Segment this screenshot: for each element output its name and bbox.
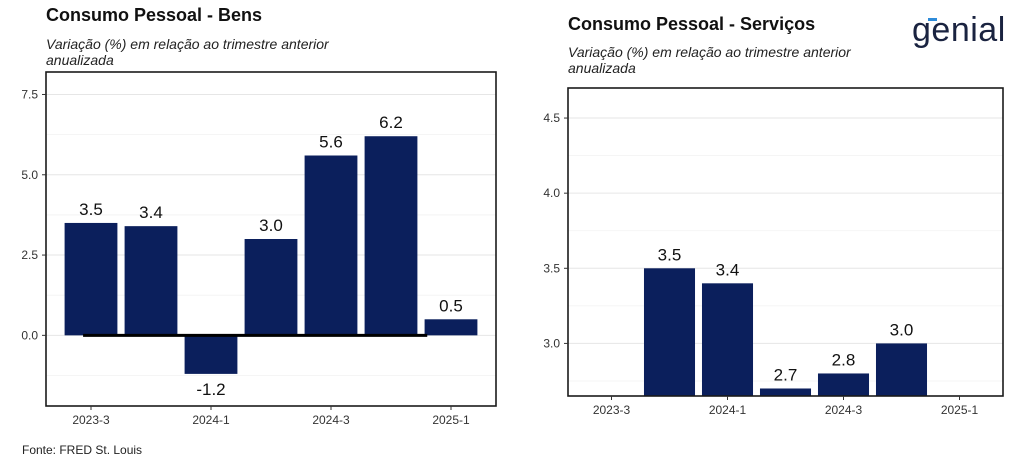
bens-x-tick-label: 2025-1 [432,413,470,427]
bens-y-tick-label: 5.0 [21,168,38,182]
bens-bar [124,226,178,336]
bens-bar-value-label: 0.5 [439,296,463,315]
servicos-bar [875,343,928,396]
servicos-x-tick-label: 2025-1 [941,403,979,417]
bens-bar [304,155,358,336]
servicos-bar-value-label: 3.5 [658,245,682,264]
servicos-x-tick-label: 2024-3 [825,403,863,417]
bens-bar-value-label: 3.4 [139,203,163,222]
servicos-bar-value-label: 2.8 [832,350,856,369]
servicos-x-tick-label: 2023-3 [593,403,631,417]
servicos-bar [817,373,870,396]
genial-logo: genial [912,11,1006,50]
chart-subtitle-servicos: Variação (%) em relação ao trimestre ant… [568,44,851,76]
bens-bar-value-label: 6.2 [379,113,403,132]
servicos-bar [759,388,812,396]
bens-x-tick-label: 2023-3 [72,413,110,427]
bens-bar [184,335,238,374]
source-note: Fonte: FRED St. Louis [22,443,143,457]
bens-y-tick-label: 7.5 [21,87,38,101]
servicos-y-tick-label: 4.5 [543,111,560,125]
servicos-bar-value-label: 2.7 [774,365,798,384]
servicos-bar-value-label: 3.4 [716,260,740,279]
bens-y-tick-label: 2.5 [21,248,38,262]
chart-title-servicos: Consumo Pessoal - Serviços [568,14,816,34]
servicos-y-tick-label: 3.0 [543,336,560,350]
servicos-y-tick-label: 3.5 [543,261,560,275]
servicos-bar [701,283,754,396]
bens-bar-value-label: 5.6 [319,133,343,152]
bens-bar [364,136,418,336]
bens-plot-border [45,71,497,407]
logo-accent-mark [928,18,937,21]
bens-bar-value-label: 3.0 [259,216,283,235]
servicos-bar [643,268,696,396]
bens-bar [424,319,478,336]
chart-subtitle-bens: Variação (%) em relação ao trimestre ant… [46,36,329,68]
logo-text: genial [912,11,1006,49]
servicos-bar-value-label: 3.0 [890,320,914,339]
bens-bar-value-label: -1.2 [196,380,225,399]
bens-y-tick-label: 0.0 [21,328,38,342]
bens-bar-value-label: 3.5 [79,200,103,219]
servicos-plot-border [567,87,1004,397]
bens-bar [64,222,118,336]
bens-bar [244,239,298,336]
servicos-y-tick-label: 4.0 [543,186,560,200]
servicos-x-tick-label: 2024-1 [709,403,747,417]
bens-x-tick-label: 2024-3 [312,413,350,427]
bens-x-tick-label: 2024-1 [192,413,230,427]
chart-title-bens: Consumo Pessoal - Bens [46,5,263,25]
